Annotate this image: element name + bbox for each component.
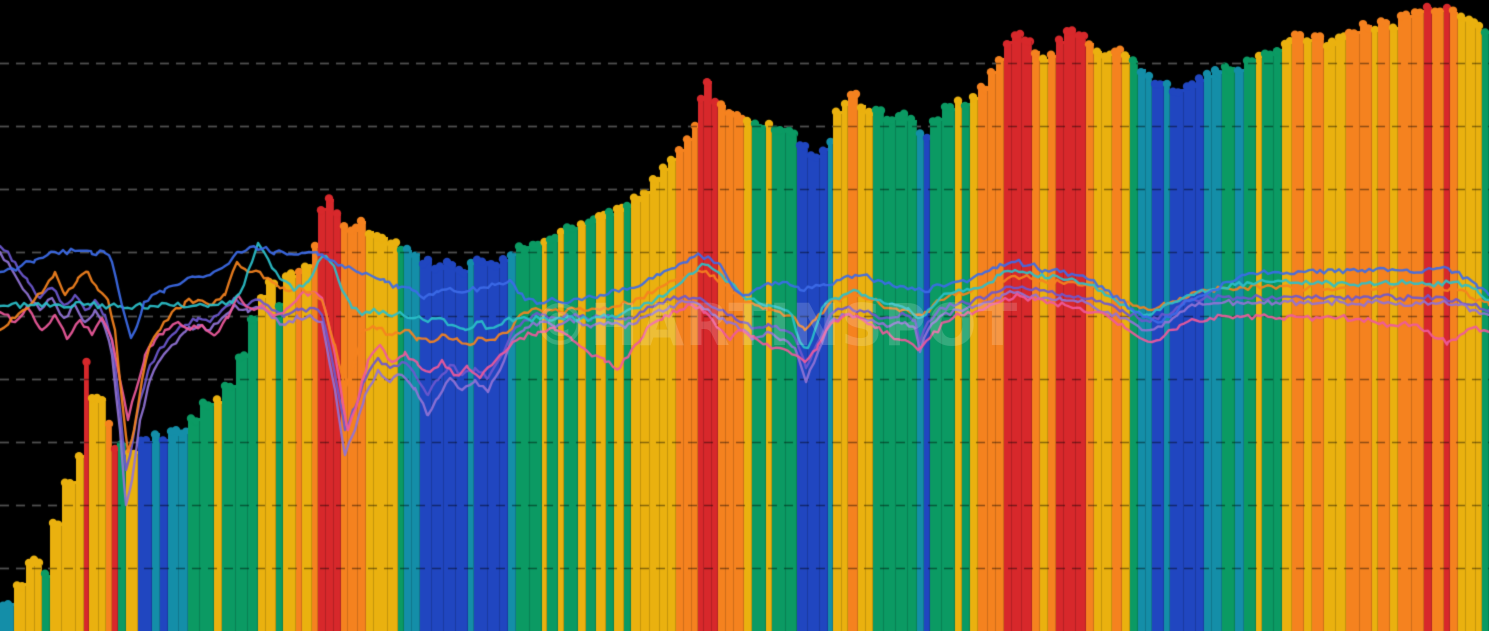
stacked-color-bars-chart-canvas — [0, 0, 1489, 631]
chart-area: ©HARTINSPOT — [0, 0, 1489, 631]
